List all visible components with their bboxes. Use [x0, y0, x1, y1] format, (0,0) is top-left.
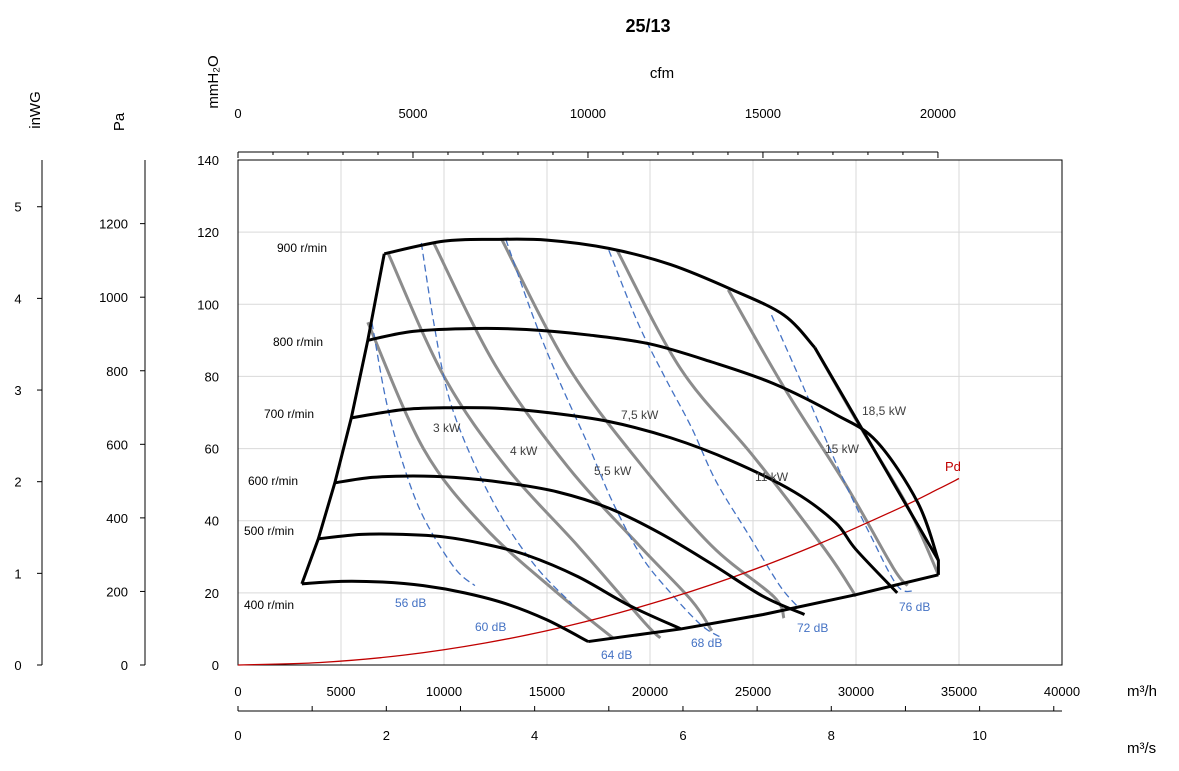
axes: 0 5000 10000 15000 20000 25000 30000 35000 40000… — [14, 106, 1080, 743]
envelope-left — [300, 253, 386, 585]
y-axis-unit-mmh2o: mmH₂O — [205, 55, 222, 108]
pd-label: Pd — [945, 459, 961, 474]
speed-curve — [351, 406, 899, 594]
power-curve — [366, 321, 614, 640]
rpm-label: 400 r/min — [244, 598, 294, 612]
rpm-label: 600 r/min — [248, 474, 298, 488]
noise-label: 60 dB — [475, 620, 506, 634]
y-tick-label-pa: 800 — [106, 364, 128, 379]
power-label: 4 kW — [510, 444, 538, 458]
x-tick-label-m3h: 35000 — [941, 684, 977, 699]
noise-curve — [608, 249, 799, 608]
x-tick-label-m3s: 0 — [234, 728, 241, 743]
y-tick-label-inwg: 3 — [14, 383, 21, 398]
x-tick-label-m3h: 25000 — [735, 684, 771, 699]
envelope-right — [813, 346, 940, 575]
x-tick-label-m3h: 15000 — [529, 684, 565, 699]
y-axis-unit-inwg: inWG — [27, 91, 44, 129]
y-tick-label-pa: 600 — [106, 437, 128, 452]
noise-label: 68 dB — [691, 636, 722, 650]
y-tick-label-pa: 400 — [106, 511, 128, 526]
x-tick-label-m3s: 4 — [531, 728, 538, 743]
y-tick-label-inwg: 0 — [14, 658, 21, 673]
top-tick-label-cfm: 0 — [234, 106, 241, 121]
speed-curve — [334, 474, 806, 616]
power-label: 7,5 kW — [621, 408, 659, 422]
top-tick-label-cfm: 10000 — [570, 106, 606, 121]
noise-curve — [371, 322, 476, 587]
y-tick-label-pa: 200 — [106, 584, 128, 599]
x-tick-label-m3h: 20000 — [632, 684, 668, 699]
power-curve — [500, 238, 786, 619]
x-tick-label-m3h: 0 — [234, 684, 241, 699]
noise-curve — [420, 242, 573, 605]
power-curve — [387, 253, 662, 640]
y-tick-label-inwg: 1 — [14, 566, 21, 581]
pd-curve — [237, 477, 960, 666]
noise-curve — [505, 239, 723, 639]
speed-curve — [301, 579, 589, 643]
x-tick-label-m3h: 30000 — [838, 684, 874, 699]
curves — [237, 237, 960, 666]
power-label: 15 kW — [825, 442, 860, 456]
noise-label: 64 dB — [601, 648, 632, 662]
y-tick-label-mmh2o: 120 — [197, 225, 219, 240]
power-curve — [615, 249, 858, 598]
x-axis-unit-m3h: m³/h — [1127, 683, 1157, 700]
power-curve — [432, 242, 714, 632]
top-tick-label-cfm: 5000 — [399, 106, 428, 121]
top-axis-unit-cfm: cfm — [650, 65, 674, 82]
x-tick-label-m3s: 6 — [679, 728, 686, 743]
speed-curve — [367, 326, 940, 561]
y-tick-label-mmh2o: 60 — [205, 442, 219, 457]
y-tick-label-pa: 0 — [121, 658, 128, 673]
grid — [237, 159, 1063, 666]
plot-frame — [237, 159, 1063, 666]
noise-label: 72 dB — [797, 621, 828, 635]
y-tick-label-inwg: 5 — [14, 200, 21, 215]
power-curve — [726, 289, 909, 587]
chart-title: 25/13 — [625, 16, 670, 36]
y-tick-label-pa: 1000 — [99, 290, 128, 305]
y-tick-label-pa: 1200 — [99, 217, 128, 232]
y-axis-unit-pa: Pa — [111, 112, 128, 131]
rpm-label: 900 r/min — [277, 241, 327, 255]
top-tick-label-cfm: 15000 — [745, 106, 781, 121]
x-tick-label-m3s: 2 — [383, 728, 390, 743]
speed-curve — [383, 237, 816, 349]
y-tick-label-mmh2o: 140 — [197, 153, 219, 168]
power-label: 11 kW — [755, 470, 789, 484]
power-label: 18,5 kW — [862, 404, 907, 418]
curve-labels: 900 r/min 800 r/min 700 r/min 600 r/min 500 … — [244, 241, 961, 662]
noise-label: 56 dB — [395, 596, 426, 610]
y-tick-label-mmh2o: 80 — [205, 369, 219, 384]
x-tick-label-m3s: 10 — [972, 728, 986, 743]
speed-curve — [318, 532, 682, 631]
rpm-label: 500 r/min — [244, 524, 294, 538]
y-tick-label-mmh2o: 0 — [212, 658, 219, 673]
top-tick-label-cfm: 20000 — [920, 106, 956, 121]
y-tick-label-mmh2o: 100 — [197, 297, 219, 312]
x-tick-label-m3h: 40000 — [1044, 684, 1080, 699]
envelope-bottom — [587, 573, 939, 644]
x-axis-unit-m3s: m³/s — [1127, 740, 1156, 757]
power-label: 3 kW — [433, 421, 461, 435]
x-tick-label-m3h: 10000 — [426, 684, 462, 699]
y-tick-label-mmh2o: 20 — [205, 586, 219, 601]
rpm-label: 700 r/min — [264, 407, 314, 421]
y-tick-label-mmh2o: 40 — [205, 514, 219, 529]
noise-label: 76 dB — [899, 600, 930, 614]
y-tick-label-inwg: 2 — [14, 475, 21, 490]
y-tick-label-inwg: 4 — [14, 291, 21, 306]
x-tick-label-m3s: 8 — [828, 728, 835, 743]
x-tick-label-m3h: 5000 — [327, 684, 356, 699]
rpm-label: 800 r/min — [273, 335, 323, 349]
power-label: 5,5 kW — [594, 464, 632, 478]
